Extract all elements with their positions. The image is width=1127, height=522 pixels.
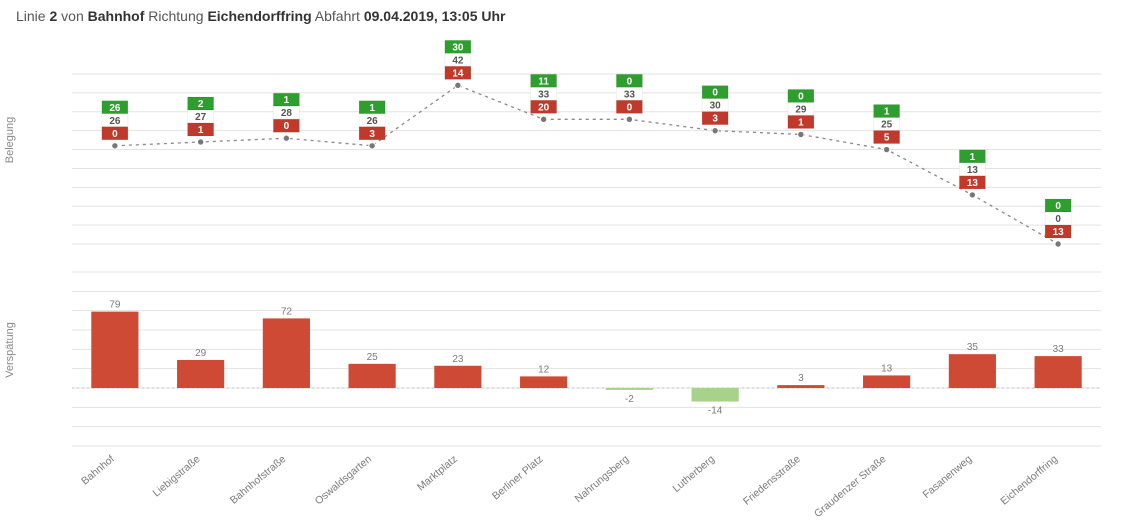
- svg-text:25: 25: [881, 120, 893, 131]
- svg-text:0: 0: [627, 76, 633, 87]
- xaxis-label: Eichendorffring: [998, 453, 1060, 508]
- svg-text:14: 14: [452, 68, 464, 79]
- svg-text:-2: -2: [625, 394, 634, 405]
- svg-text:Nahrungsberg: Nahrungsberg: [573, 453, 632, 505]
- svg-text:Eichendorffring: Eichendorffring: [998, 453, 1060, 508]
- svg-text:Bahnhofstraße: Bahnhofstraße: [228, 453, 289, 507]
- svg-text:1: 1: [284, 95, 290, 106]
- svg-text:25: 25: [367, 352, 379, 363]
- svg-text:1: 1: [198, 125, 204, 136]
- ylabel-delay: Verspätung: [4, 322, 16, 378]
- svg-text:Bahnhof: Bahnhof: [79, 453, 117, 487]
- svg-text:2: 2: [198, 99, 204, 110]
- svg-text:Oswaldsgarten: Oswaldsgarten: [313, 453, 374, 507]
- svg-text:1: 1: [884, 107, 890, 118]
- svg-text:0: 0: [284, 121, 290, 132]
- svg-text:0: 0: [712, 88, 718, 99]
- svg-text:5: 5: [884, 133, 890, 144]
- delay-bar: [606, 388, 653, 390]
- svg-text:29: 29: [195, 348, 207, 359]
- svg-text:1: 1: [369, 103, 375, 114]
- svg-text:26: 26: [109, 103, 121, 114]
- svg-text:13: 13: [881, 363, 893, 374]
- svg-text:Friedensstraße: Friedensstraße: [741, 453, 803, 508]
- page-title: Linie 2 von Bahnhof Richtung Eichendorff…: [16, 8, 1111, 24]
- delay-chart: -60-40-20020406080100120792972252312-2-1…: [72, 262, 1101, 452]
- xaxis-label: Berliner Platz: [490, 453, 546, 502]
- delay-bar: [949, 354, 996, 388]
- svg-text:13: 13: [967, 178, 979, 189]
- svg-text:13: 13: [1053, 227, 1065, 238]
- svg-text:Graudenzer Straße: Graudenzer Straße: [812, 453, 889, 520]
- svg-text:Lutherberg: Lutherberg: [670, 453, 717, 495]
- delay-bar: [349, 364, 396, 388]
- xaxis-label: Nahrungsberg: [573, 453, 632, 505]
- svg-text:0: 0: [1055, 201, 1061, 212]
- xaxis-label: Oswaldsgarten: [313, 453, 374, 507]
- delay-bar: [434, 366, 481, 388]
- svg-text:33: 33: [624, 89, 636, 100]
- xaxis-label: Bahnhof: [79, 453, 117, 487]
- xaxis: Bahnhof Liebigstraße Bahnhofstraße Oswaldsg…: [72, 452, 1101, 522]
- svg-text:0: 0: [627, 102, 633, 113]
- svg-text:1: 1: [970, 152, 976, 163]
- svg-text:11: 11: [538, 76, 549, 87]
- svg-text:Liebigstraße: Liebigstraße: [151, 453, 203, 499]
- svg-text:26: 26: [109, 116, 121, 127]
- svg-text:26: 26: [367, 116, 379, 127]
- svg-text:1: 1: [798, 117, 804, 128]
- xaxis-label: Friedensstraße: [741, 453, 803, 508]
- svg-text:27: 27: [195, 112, 207, 123]
- svg-text:29: 29: [795, 104, 807, 115]
- svg-text:23: 23: [452, 354, 464, 365]
- svg-text:42: 42: [452, 55, 464, 66]
- svg-text:Fasanenweg: Fasanenweg: [921, 453, 975, 501]
- svg-text:0: 0: [1055, 214, 1061, 225]
- xaxis-label: Liebigstraße: [151, 453, 203, 499]
- svg-text:3: 3: [369, 129, 375, 140]
- delay-bar: [1035, 356, 1082, 388]
- delay-bar: [263, 318, 310, 388]
- svg-text:3: 3: [712, 114, 718, 125]
- svg-text:33: 33: [1053, 344, 1065, 355]
- svg-text:28: 28: [281, 108, 293, 119]
- svg-text:-14: -14: [708, 406, 723, 417]
- svg-text:35: 35: [967, 342, 979, 353]
- xaxis-label: Bahnhofstraße: [228, 453, 289, 507]
- delay-bar: [692, 388, 739, 402]
- svg-text:13: 13: [967, 165, 979, 176]
- svg-text:79: 79: [109, 300, 121, 311]
- svg-text:30: 30: [710, 101, 722, 112]
- xaxis-label: Fasanenweg: [921, 453, 975, 501]
- xaxis-label: Lutherberg: [670, 453, 717, 495]
- svg-text:12: 12: [538, 364, 550, 375]
- delay-bar: [520, 376, 567, 388]
- delay-bar: [777, 385, 824, 388]
- xaxis-label: Marktplatz: [415, 453, 460, 493]
- svg-text:20: 20: [538, 102, 550, 113]
- xaxis-label: Graudenzer Straße: [812, 453, 889, 520]
- svg-text:Berliner Platz: Berliner Platz: [490, 453, 546, 502]
- svg-text:3: 3: [798, 373, 804, 384]
- svg-text:0: 0: [112, 129, 118, 140]
- svg-text:0: 0: [798, 91, 804, 102]
- svg-text:72: 72: [281, 306, 293, 317]
- delay-bar: [863, 375, 910, 388]
- svg-text:30: 30: [452, 42, 464, 53]
- occupancy-chart: 0510152025303540452626022711280126330421…: [72, 30, 1101, 250]
- delay-bar: [177, 360, 224, 388]
- ylabel-occupancy: Belegung: [4, 117, 16, 164]
- svg-text:33: 33: [538, 89, 550, 100]
- delay-bar: [91, 312, 138, 388]
- svg-text:Marktplatz: Marktplatz: [415, 453, 460, 493]
